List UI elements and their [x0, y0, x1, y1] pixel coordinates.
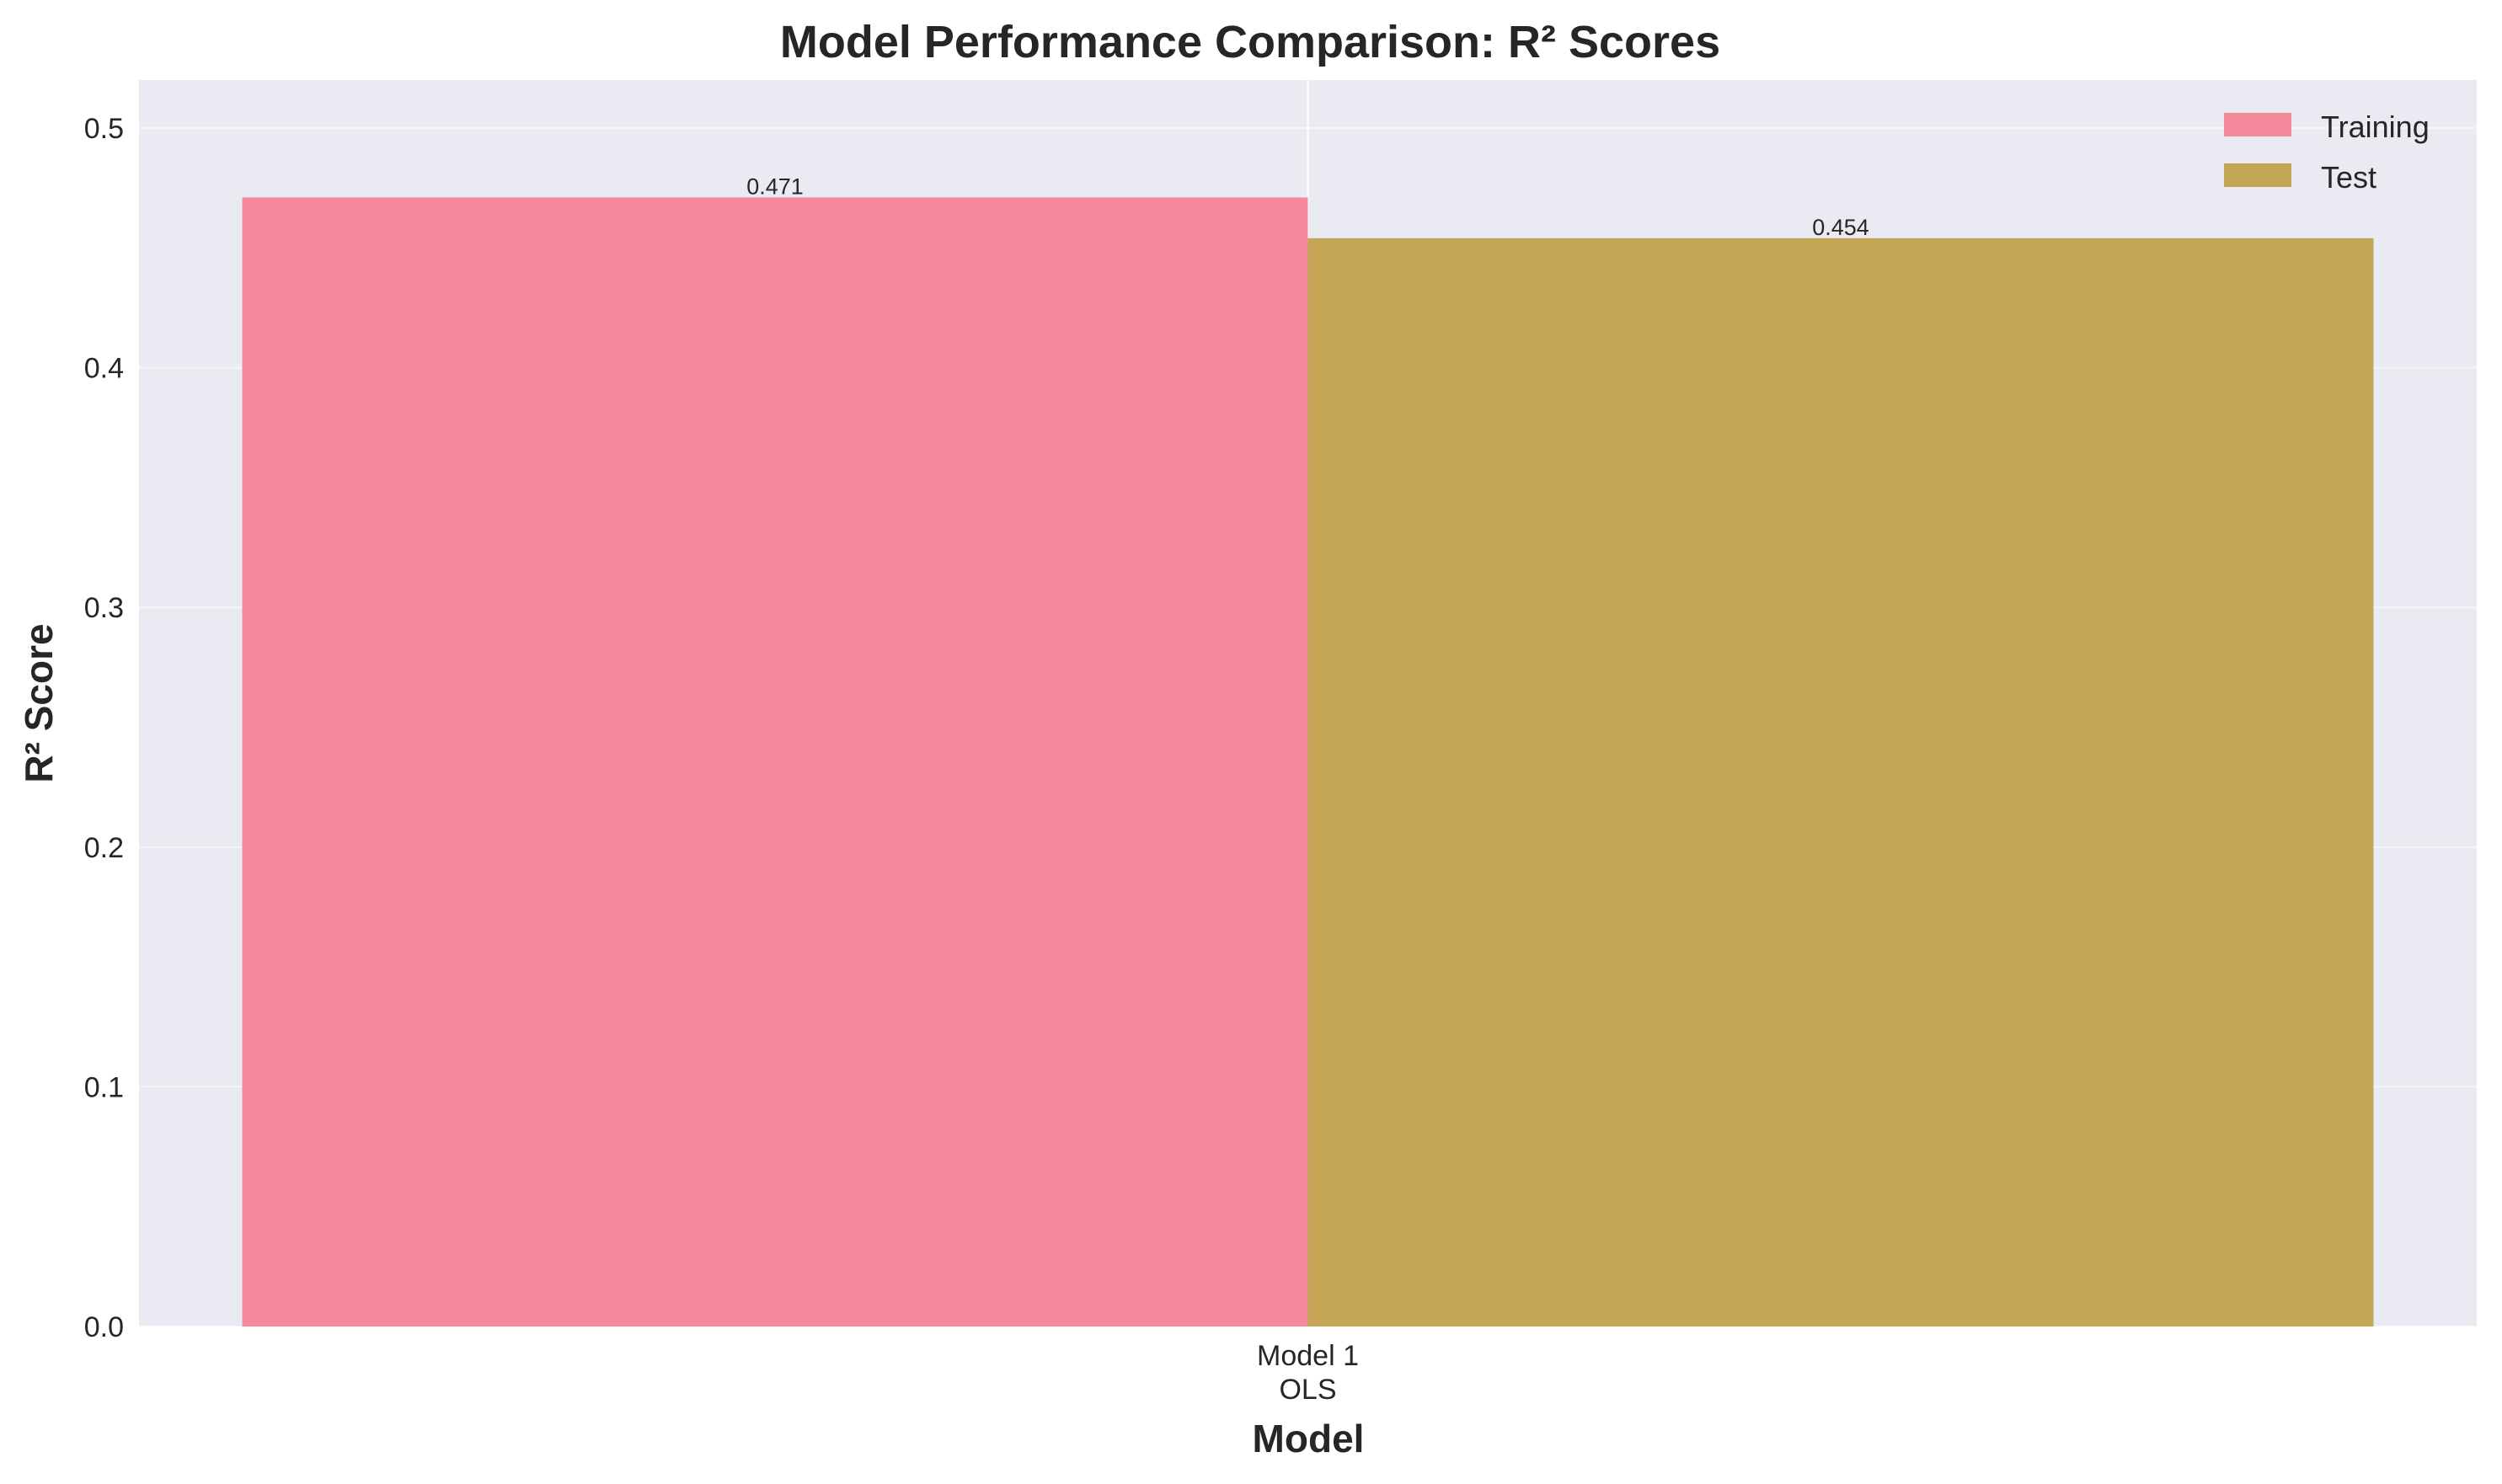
y-tick-label: 0.4 [84, 353, 124, 385]
legend-swatch-training [2224, 113, 2291, 136]
legend: Training Test [2224, 109, 2430, 195]
x-tick-label-method: OLS [1279, 1374, 1336, 1406]
legend-label-test: Test [2321, 160, 2376, 195]
legend-swatch-test [2224, 163, 2291, 187]
x-axis-ticks: Model 1 OLS [1257, 1340, 1359, 1406]
x-tick-label-model: Model 1 [1257, 1340, 1359, 1372]
bar-training [242, 197, 1308, 1327]
data-label-test: 0.454 [1812, 215, 1869, 240]
y-axis-label: R² Score [17, 623, 61, 782]
legend-label-training: Training [2321, 109, 2430, 144]
y-tick-label: 0.2 [84, 832, 124, 864]
data-label-training: 0.471 [746, 173, 804, 199]
y-tick-label: 0.1 [84, 1071, 124, 1103]
chart-title: Model Performance Comparison: R² Scores [780, 17, 1720, 67]
bar-test [1307, 238, 2374, 1327]
y-tick-label: 0.0 [84, 1311, 124, 1343]
y-axis-ticks: 0.0 0.1 0.2 0.3 0.4 0.5 [84, 113, 124, 1343]
y-tick-label: 0.3 [84, 592, 124, 624]
x-axis-label: Model [1253, 1417, 1365, 1460]
bars [242, 197, 2374, 1327]
y-tick-label: 0.5 [84, 113, 124, 145]
data-labels: 0.471 0.454 [746, 173, 1869, 239]
